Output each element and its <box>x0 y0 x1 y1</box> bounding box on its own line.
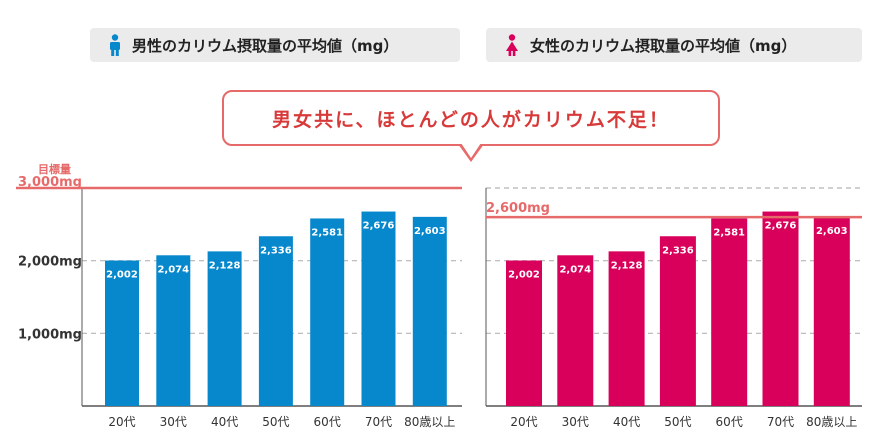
male-bar <box>207 251 242 406</box>
male-bar <box>258 236 293 406</box>
female-person-icon <box>506 34 518 56</box>
callout-box: 男女共に、ほとんどの人がカリウム不足！ <box>222 90 720 146</box>
female-target-label: 2,600mg <box>486 201 550 216</box>
female-category-label: 40代 <box>613 415 640 429</box>
male-bar-value-label: 2,074 <box>157 264 189 275</box>
male-bar <box>105 260 139 406</box>
female-category-label: 60代 <box>716 415 743 429</box>
female-bar-value-label: 2,074 <box>559 264 591 275</box>
female-bar <box>762 211 799 406</box>
female-bar <box>659 236 696 406</box>
female-bar <box>506 260 542 406</box>
male-legend-label: 男性のカリウム摂取量の平均値（mg） <box>132 36 399 55</box>
male-bar <box>156 255 191 406</box>
male-bar-value-label: 2,603 <box>414 226 446 237</box>
male-bar <box>361 211 396 406</box>
female-bar-value-label: 2,676 <box>765 221 797 232</box>
female-category-label: 70代 <box>767 415 794 429</box>
male-category-label: 40代 <box>211 415 238 429</box>
female-legend: 女性のカリウム摂取量の平均値（mg） <box>486 28 862 62</box>
male-ytick-label: 2,000mg <box>18 255 82 270</box>
male-bar-value-label: 2,676 <box>363 221 395 232</box>
female-bar <box>813 216 850 406</box>
male-person-icon <box>110 34 120 56</box>
female-bar <box>711 218 748 406</box>
female-bar-value-label: 2,581 <box>713 227 745 238</box>
male-category-label: 60代 <box>314 415 341 429</box>
male-category-label: 20代 <box>108 415 135 429</box>
female-bar-value-label: 2,336 <box>662 245 694 256</box>
female-category-label: 80歳以上 <box>806 415 857 429</box>
female-bar-value-label: 2,128 <box>611 260 643 271</box>
female-bar <box>608 251 645 406</box>
male-bar-value-label: 2,581 <box>311 227 343 238</box>
female-category-label: 50代 <box>664 415 691 429</box>
male-category-label: 70代 <box>365 415 392 429</box>
male-target-caption: 目標量 <box>38 162 71 176</box>
male-target-label: 3,000mg <box>18 175 82 190</box>
male-legend: 男性のカリウム摂取量の平均値（mg） <box>90 28 460 62</box>
male-bar-value-label: 2,002 <box>106 270 138 281</box>
female-bar-value-label: 2,603 <box>816 226 848 237</box>
male-bar <box>310 218 345 406</box>
female-legend-label: 女性のカリウム摂取量の平均値（mg） <box>530 36 797 55</box>
male-ytick-label: 1,000mg <box>18 327 82 342</box>
male-bar-value-label: 2,336 <box>260 245 292 256</box>
female-bar <box>557 255 594 406</box>
female-category-label: 20代 <box>510 415 537 429</box>
male-category-label: 50代 <box>262 415 289 429</box>
male-bar <box>412 216 447 406</box>
male-category-label: 30代 <box>160 415 187 429</box>
callout-tail-inner <box>461 143 481 158</box>
female-bar-value-label: 2,002 <box>508 270 540 281</box>
male-category-label: 80歳以上 <box>404 415 455 429</box>
callout-text: 男女共に、ほとんどの人がカリウム不足！ <box>272 108 670 131</box>
female-category-label: 30代 <box>562 415 589 429</box>
male-bar-value-label: 2,128 <box>209 260 241 271</box>
